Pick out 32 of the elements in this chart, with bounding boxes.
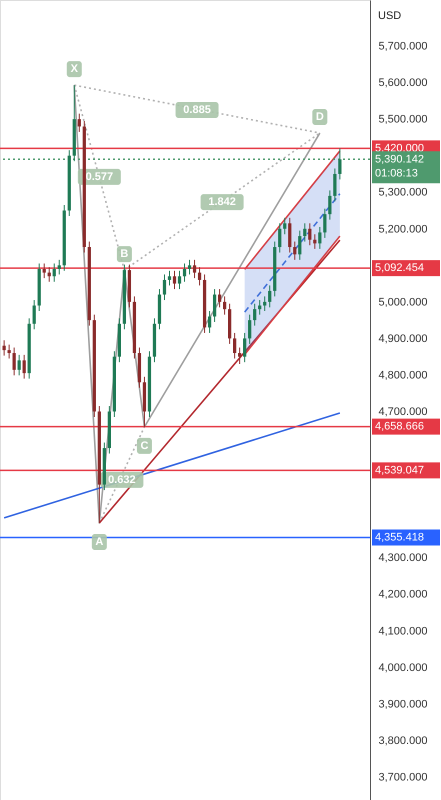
- ref-line-label: 4,539.047: [375, 464, 424, 476]
- y-tick-label: 4,900.000: [378, 332, 428, 345]
- y-tick-label: 5,500.000: [378, 114, 428, 126]
- ref-line-label: 5,390.142 01:08:13: [375, 153, 424, 180]
- data-label: C: [140, 440, 148, 452]
- y-tick-label: 3,900.000: [378, 698, 428, 710]
- data-label: X: [70, 63, 79, 76]
- y-tick-label: 5,600.000: [378, 77, 428, 90]
- y-tick-label: 4,800.000: [378, 369, 428, 382]
- annotation: 0.632: [108, 474, 136, 486]
- y-tick-label: 5,000.000: [378, 296, 428, 308]
- ref-line-label: 4,355.418: [375, 531, 424, 544]
- data-label: B: [120, 248, 128, 260]
- data-label: A: [95, 536, 104, 548]
- y-tick-label: 4,200.000: [378, 588, 428, 601]
- ref-line-label: 4,658.666: [375, 420, 424, 433]
- text: USD: [378, 10, 402, 22]
- y-tick-label: 4,300.000: [378, 552, 428, 564]
- annotation: 1.842: [208, 196, 236, 208]
- ref-line-label: 5,092.454: [375, 262, 424, 274]
- y-tick-label: 5,300.000: [378, 186, 428, 199]
- y-tick-label: 5,200.000: [378, 223, 428, 236]
- y-tick-label: 4,000.000: [378, 662, 428, 674]
- y-tick-label: 5,700.000: [378, 40, 428, 53]
- data-label: D: [316, 111, 324, 124]
- y-tick-label: 4,100.000: [378, 625, 428, 638]
- ref-line-label: 5,420.000: [375, 142, 424, 154]
- y-tick-label: 4,700.000: [378, 406, 428, 418]
- annotation: 0.885: [183, 104, 211, 116]
- annotation: 0.577: [86, 170, 114, 183]
- y-tick-label: 3,700.000: [378, 771, 428, 784]
- y-tick-label: 3,800.000: [378, 734, 428, 747]
